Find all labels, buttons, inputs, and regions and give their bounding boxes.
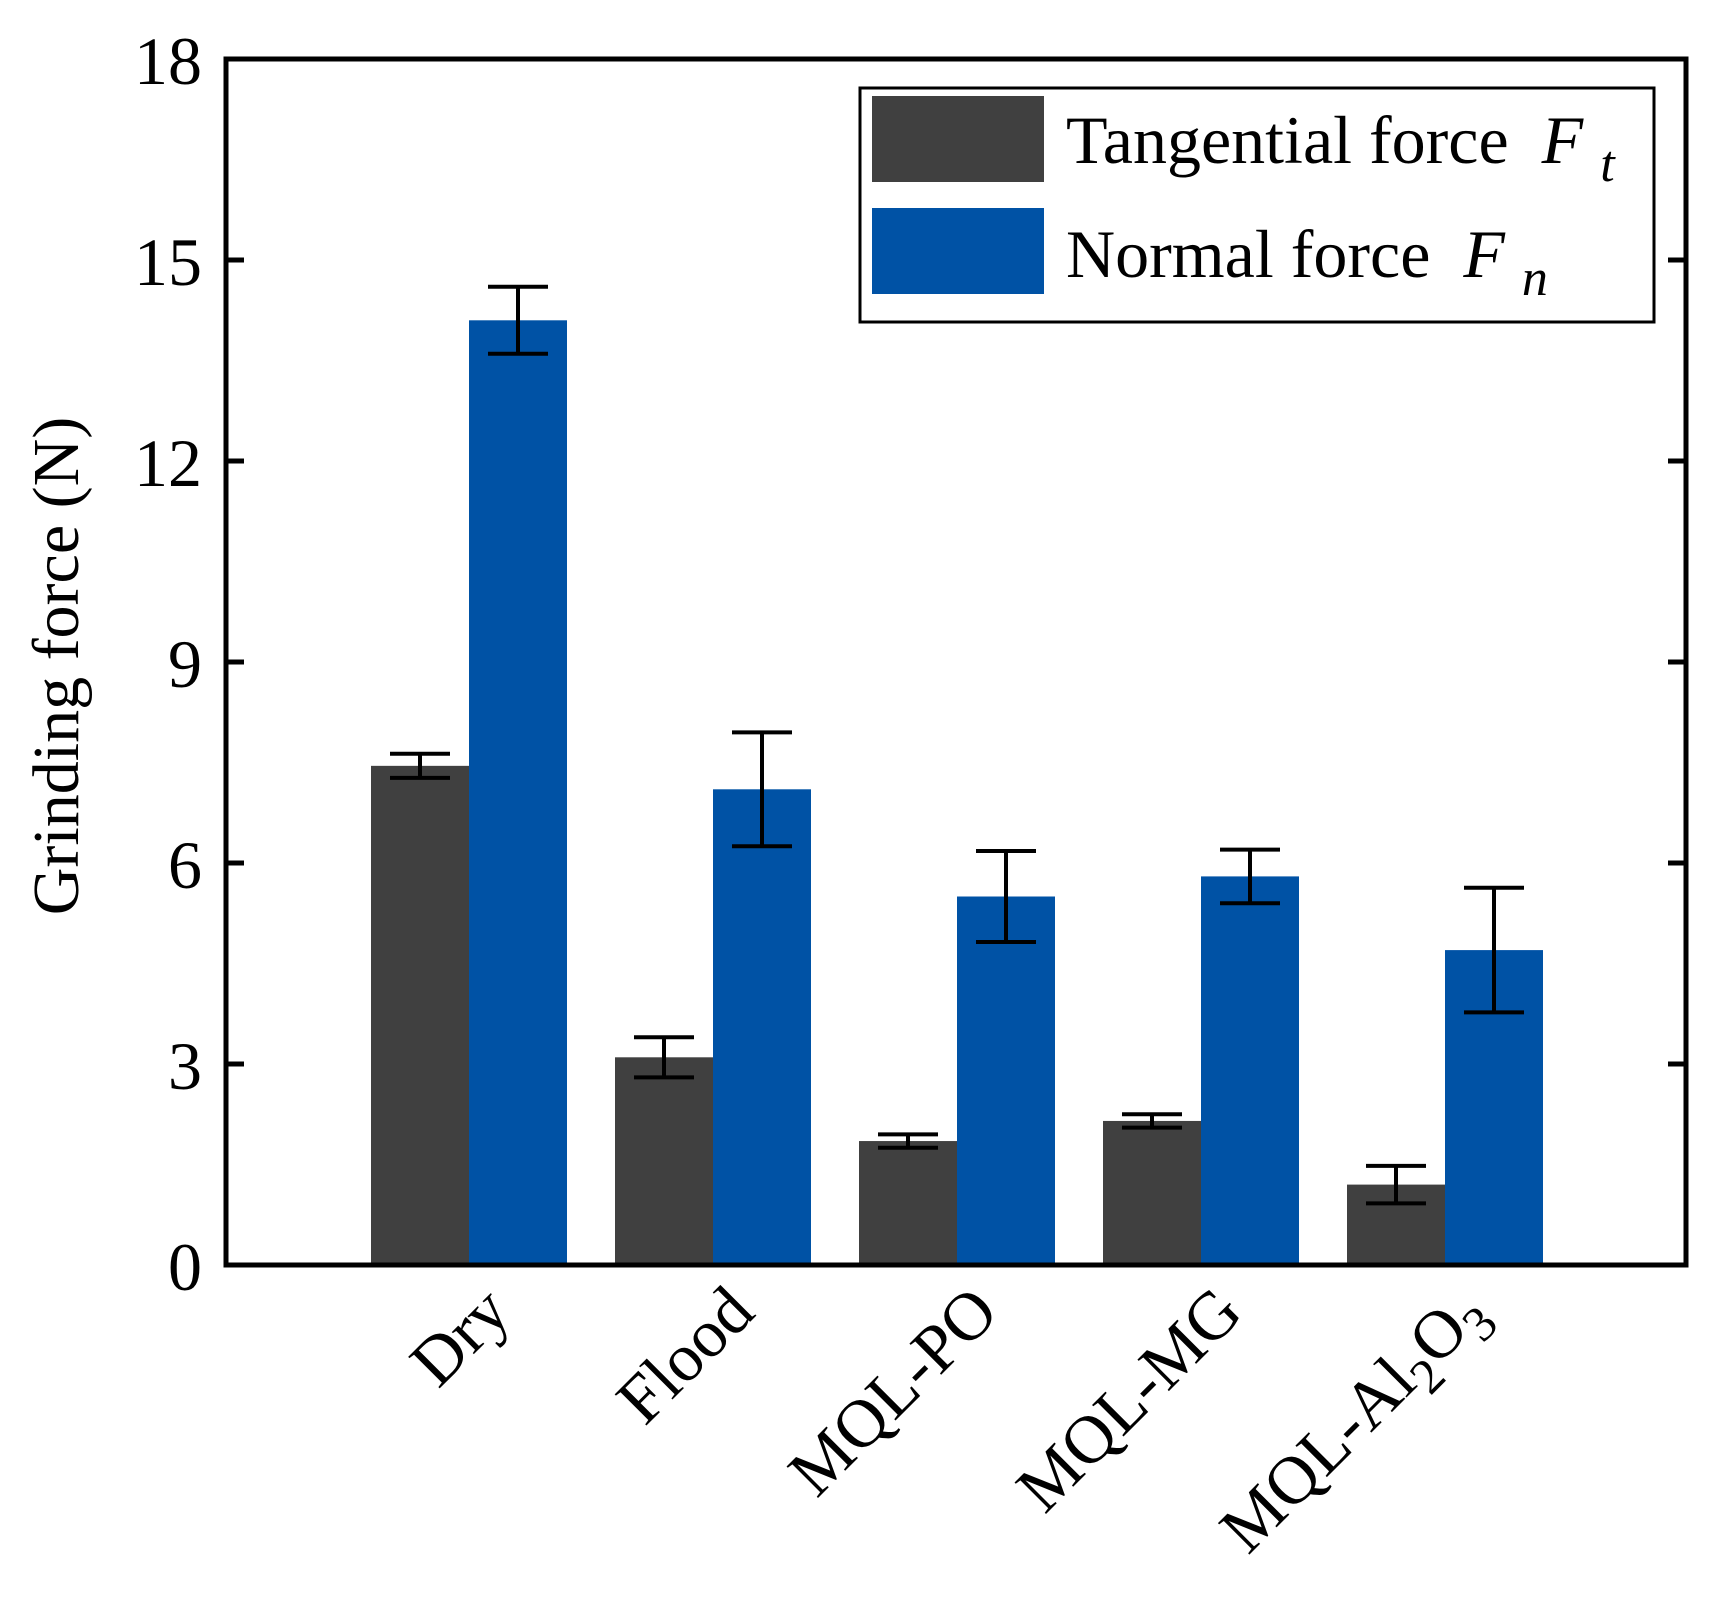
error-bar-normal-force-mql-al2o3 [1464, 885, 1524, 1015]
y-ticks-layer: 0 3 6 9 12 15 18 [134, 23, 1686, 1305]
bar-normal-force-mql-mg [1201, 876, 1299, 1265]
legend-symbol-tangential: F [1541, 102, 1585, 178]
y-tick-label-6: 6 [168, 827, 202, 903]
error-bar-normal-force-dry [488, 284, 548, 356]
legend-swatch-tangential [872, 96, 1044, 182]
y-tick-label-12: 12 [134, 425, 202, 501]
bar-tangential-force-flood [615, 1057, 713, 1265]
x-tick-label-main: Dry [395, 1272, 524, 1401]
error-bar-tangential-force-flood [634, 1035, 694, 1080]
error-bar-normal-force-mql-mg [1220, 847, 1280, 906]
legend: Tangential force F t Normal force F n [858, 86, 1656, 324]
error-bar-normal-force-flood [732, 730, 792, 849]
bar-normal-force-dry [469, 320, 567, 1265]
legend-subscript-normal: n [1522, 250, 1548, 307]
bar-tangential-force-dry [371, 765, 469, 1265]
legend-label-tangential: Tangential force F t [1066, 102, 1616, 193]
y-tick-label-3: 3 [168, 1028, 202, 1104]
x-tick-label-mql-al2o3: MQL-Al2O3 [1205, 1272, 1508, 1575]
legend-name-normal: Normal force [1066, 216, 1430, 292]
x-tick-label-mql-po: MQL-PO [774, 1272, 1012, 1510]
legend-swatch-normal [872, 208, 1044, 294]
x-tick-label-main: MQL-PO [774, 1272, 1012, 1510]
y-tick-label-9: 9 [168, 626, 202, 702]
x-tick-label-main: Flood [602, 1272, 768, 1438]
bar-normal-force-mql-po [957, 896, 1055, 1265]
x-tick-label-main: MQL-MG [1002, 1272, 1256, 1526]
error-bar-tangential-force-mql-po [878, 1132, 938, 1150]
bar-tangential-force-mql-mg [1103, 1120, 1201, 1265]
legend-label-normal: Normal force F n [1066, 216, 1548, 307]
plot-frame [223, 56, 1689, 1268]
bar-tangential-force-mql-po [859, 1141, 957, 1265]
y-tick-label-0: 0 [168, 1229, 202, 1305]
x-tick-label-main: MQL-Al [1205, 1342, 1430, 1567]
y-tick-label-15: 15 [134, 224, 202, 300]
y-tick-label-18: 18 [134, 23, 202, 99]
bar-normal-force-flood [713, 789, 811, 1265]
legend-subscript-tangential: t [1600, 136, 1616, 193]
error-bars-layer [390, 284, 1524, 1206]
error-bar-tangential-force-dry [390, 751, 450, 780]
x-tick-label-mql-mg: MQL-MG [1002, 1272, 1256, 1526]
legend-name-tangential: Tangential force [1066, 102, 1509, 178]
x-tick-label-flood: Flood [602, 1272, 768, 1438]
x-tick-label-dry: Dry [395, 1272, 524, 1401]
error-bar-tangential-force-mql-mg [1122, 1112, 1182, 1130]
error-bar-normal-force-mql-po [976, 848, 1036, 945]
y-axis-label: Grinding force (N) [20, 417, 93, 915]
bars-layer [371, 320, 1543, 1265]
legend-symbol-normal: F [1462, 216, 1506, 292]
error-bar-tangential-force-mql-al2o3 [1366, 1163, 1426, 1206]
